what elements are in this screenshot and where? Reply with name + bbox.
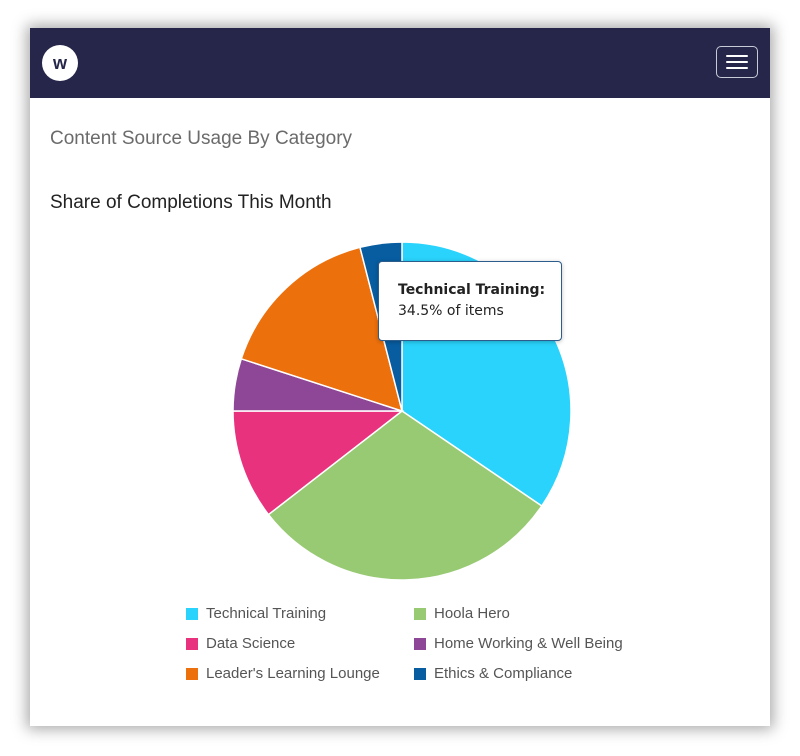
app-frame: w Content Source Usage By Category Share…: [30, 28, 770, 726]
legend-item[interactable]: Technical Training: [186, 605, 326, 622]
menu-bar: [726, 55, 748, 57]
legend-swatch: [186, 667, 198, 680]
legend-label: Leader's Learning Lounge: [206, 665, 380, 682]
pie-slice-leader-s-learning-lounge[interactable]: [240, 246, 404, 413]
menu-bar: [726, 61, 748, 63]
tooltip-text: 34.5% of items: [398, 303, 504, 319]
legend-swatch: [186, 607, 198, 620]
legend-label: Data Science: [206, 635, 296, 652]
chart-title: Share of Completions This Month: [50, 192, 332, 213]
legend-item[interactable]: Data Science: [186, 635, 295, 652]
tooltip-label: Technical Training:: [398, 282, 546, 298]
legend-label: Ethics & Compliance: [434, 665, 573, 682]
w-logo-icon[interactable]: w: [42, 45, 78, 81]
chart-tooltip: Technical Training: 34.5% of items: [378, 261, 562, 341]
legend-item[interactable]: Home Working & Well Being: [414, 635, 623, 652]
legend-item[interactable]: Ethics & Compliance: [414, 665, 572, 682]
legend-label: Technical Training: [206, 605, 327, 622]
legend-label: Home Working & Well Being: [434, 635, 623, 652]
legend-swatch: [414, 667, 426, 680]
pie-chart-area: [30, 28, 770, 726]
pie-chart: [232, 241, 572, 581]
legend-item[interactable]: Leader's Learning Lounge: [186, 665, 380, 682]
section-title: Content Source Usage By Category: [50, 128, 353, 149]
legend-swatch: [186, 637, 198, 650]
legend-label: Hoola Hero: [434, 605, 510, 622]
legend-item[interactable]: Hoola Hero: [414, 605, 510, 622]
navbar: w: [30, 28, 770, 98]
hamburger-menu-icon[interactable]: [716, 46, 758, 78]
menu-bar: [726, 67, 748, 69]
pie-slice-data-science[interactable]: [232, 410, 405, 516]
legend-swatch: [414, 637, 426, 650]
pie-slice-hoola-hero[interactable]: [267, 410, 543, 581]
legend-swatch: [414, 607, 426, 620]
